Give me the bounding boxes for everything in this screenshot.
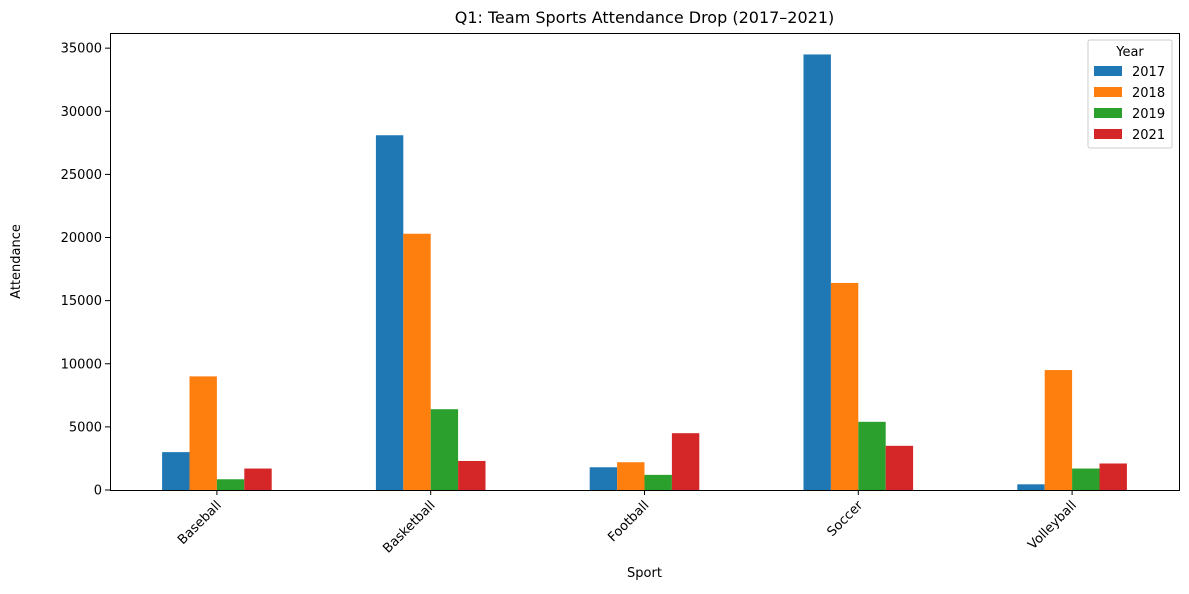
bar-basketball-2017	[375, 135, 404, 491]
legend-label-2021: 2021	[1132, 128, 1165, 143]
bar-volleyball-2019	[1072, 468, 1100, 490]
bar-volleyball-2017	[1017, 484, 1045, 490]
legend-label-2017: 2017	[1132, 65, 1165, 80]
y-tick-label: 20000	[61, 231, 102, 246]
x-tick-label-soccer: Soccer	[825, 498, 867, 540]
legend-label-2019: 2019	[1132, 107, 1165, 122]
bar-baseball-2021	[244, 468, 272, 490]
legend-swatch-2019	[1094, 108, 1122, 118]
x-axis: Baseball Basketball Football Soccer Volleyba…	[175, 490, 1080, 556]
x-tick-label-football: Football	[605, 498, 652, 545]
y-tick-label: 5000	[69, 420, 102, 435]
y-tick-label: 30000	[61, 105, 102, 120]
x-tick-label-basketball: Basketball	[380, 498, 438, 556]
bar-baseball-2018	[189, 376, 217, 490]
bars-layer	[162, 54, 1127, 491]
bar-soccer-2018	[830, 282, 859, 490]
bar-basketball-2021	[458, 460, 486, 490]
y-tick-label: 25000	[61, 168, 102, 183]
y-axis-label: Attendance	[9, 224, 24, 299]
legend-label-2018: 2018	[1132, 86, 1165, 101]
bar-football-2019	[644, 474, 672, 490]
y-tick-label: 15000	[61, 294, 102, 309]
plot-area-frame	[110, 33, 1180, 491]
x-tick-label-baseball: Baseball	[175, 498, 225, 548]
y-tick-label: 0	[94, 484, 102, 499]
y-tick-label: 10000	[61, 357, 102, 372]
bar-football-2018	[617, 462, 645, 490]
bar-soccer-2017	[803, 54, 831, 490]
bar-volleyball-2021	[1099, 463, 1127, 490]
legend-swatch-2021	[1094, 129, 1122, 139]
bar-football-2021	[671, 433, 700, 490]
bar-volleyball-2018	[1044, 370, 1073, 490]
x-tick-label-volleyball: Volleyball	[1025, 498, 1080, 553]
chart-title: Q1: Team Sports Attendance Drop (2017–20…	[455, 8, 835, 27]
bar-basketball-2019	[430, 409, 459, 490]
legend-swatch-2018	[1094, 87, 1122, 97]
bar-soccer-2019	[858, 421, 886, 490]
bar-baseball-2019	[216, 479, 245, 490]
legend: Year 2017 2018 2019 2021	[1087, 39, 1173, 149]
legend-title: Year	[1115, 45, 1144, 60]
bar-baseball-2017	[162, 452, 190, 490]
bar-soccer-2021	[885, 445, 914, 490]
legend-swatch-2017	[1094, 66, 1122, 76]
bar-basketball-2018	[403, 233, 431, 491]
bar-football-2017	[589, 467, 618, 490]
y-tick-label: 35000	[61, 42, 102, 57]
x-axis-label: Sport	[627, 566, 662, 581]
y-axis: 0 5000 10000 15000 20000 25000 30000 35000	[61, 42, 110, 499]
